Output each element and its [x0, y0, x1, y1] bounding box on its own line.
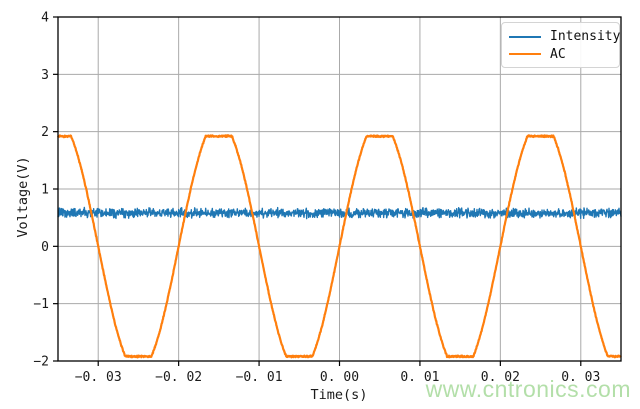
series-line-ac	[57, 134, 622, 359]
y-tick-label: 2	[41, 125, 49, 140]
x-tick-label: −0. 02	[155, 370, 202, 385]
x-tick-label: 0. 01	[400, 370, 439, 385]
y-tick-label: 4	[41, 11, 49, 26]
legend-item-intensity: Intensity	[509, 28, 620, 46]
legend-label-intensity: Intensity	[550, 29, 621, 45]
y-tick-label: −2	[33, 355, 49, 370]
ac-line-sample	[509, 53, 541, 56]
watermark: www.cntronics.com	[425, 376, 631, 402]
legend-item-ac: AC	[509, 46, 611, 64]
x-tick-label: 0. 00	[320, 370, 359, 385]
x-tick-label: 0. 03	[561, 370, 600, 385]
y-tick-label: −1	[33, 297, 49, 312]
x-tick-label: −0. 03	[75, 370, 122, 385]
y-tick-label: 3	[41, 68, 49, 83]
x-axis-label: Time(s)	[310, 387, 368, 403]
intensity-line-sample	[509, 35, 541, 38]
series-line-intensity	[57, 206, 622, 220]
y-axis-label: Voltage(V)	[15, 156, 31, 238]
y-tick-label: 1	[41, 183, 49, 198]
x-tick-label: −0. 01	[236, 370, 283, 385]
x-tick-label: 0. 02	[481, 370, 520, 385]
y-tick-label: 0	[41, 240, 49, 255]
legend-label-ac: AC	[550, 46, 566, 62]
legend: Intensity AC	[501, 22, 620, 68]
